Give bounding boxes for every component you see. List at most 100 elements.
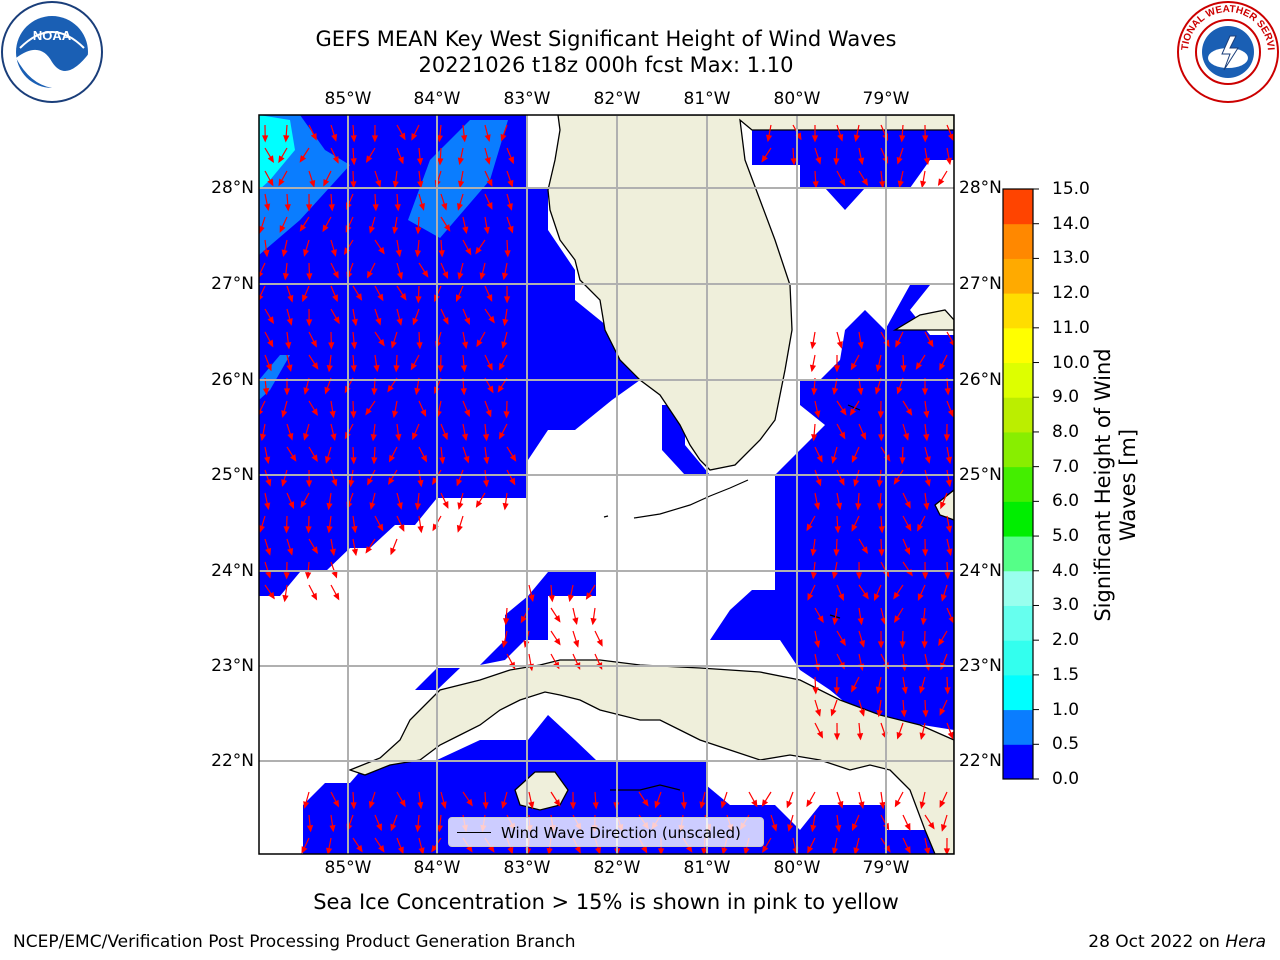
wave-direction-arrowhead [920, 180, 927, 189]
wave-direction-arrowhead [440, 801, 447, 809]
wave-direction-arrowhead [456, 478, 463, 487]
longitude-label-bottom: 84°W [413, 858, 461, 878]
colorbar-frame [1002, 188, 1034, 780]
wave-direction-arrowhead [945, 525, 952, 534]
wave-direction-arrowhead [311, 592, 318, 601]
wave-direction-arrowhead [896, 731, 903, 740]
wave-direction-arrowhead [945, 157, 952, 166]
wave-direction-arrowhead [903, 433, 909, 441]
wave-direction-arrowhead [919, 801, 926, 810]
wave-direction-arrowhead [499, 431, 505, 440]
wave-direction-arrowhead [483, 479, 490, 488]
wave-direction-arrowhead [488, 315, 495, 324]
wave-direction-arrowhead [699, 801, 706, 809]
wave-direction-arrowhead [397, 846, 404, 854]
wave-direction-arrowhead [442, 271, 448, 279]
wave-direction-arrowhead [378, 246, 385, 255]
wave-direction-arrowhead [311, 362, 319, 370]
wave-direction-arrowhead [475, 500, 483, 508]
colorbar-segment [1003, 258, 1033, 294]
colorbar-segment [1003, 293, 1033, 329]
longitude-label-bottom: 85°W [324, 858, 372, 878]
wave-direction-arrowhead [839, 178, 846, 187]
wave-direction-arrowhead [395, 433, 402, 442]
wave-direction-arrowhead [259, 525, 265, 533]
wave-direction-arrowhead [685, 845, 693, 853]
latitude-label-right: 28°N [959, 178, 1002, 198]
wave-direction-arrowhead [814, 410, 821, 419]
wave-direction-arrowhead [486, 294, 493, 302]
wave-direction-arrowhead [812, 687, 819, 695]
colorbar-segment [1003, 501, 1033, 537]
wave-direction-arrowhead [417, 525, 424, 534]
wave-direction-arrowhead [876, 709, 883, 718]
colorbar-tick-label: 11.0 [1052, 317, 1090, 338]
wave-direction-arrowhead [654, 800, 661, 809]
wave-direction-arrowhead [305, 526, 312, 534]
wave-direction-arrowhead [464, 317, 470, 326]
wave-direction-arrowhead [901, 686, 908, 695]
wave-direction-arrowhead [332, 270, 339, 279]
wave-direction-arrowhead [414, 825, 422, 833]
footer-host: Hera [1225, 932, 1266, 952]
wave-direction-arrowhead [412, 317, 419, 326]
wave-direction-arrowhead [876, 479, 883, 488]
wave-direction-arrowhead [878, 526, 885, 534]
wave-direction-arrowhead [442, 501, 449, 509]
wave-direction-arrowhead [502, 502, 509, 511]
wave-direction-arrowhead [554, 614, 561, 623]
wave-direction-arrowhead [328, 204, 335, 212]
wave-direction-arrowhead [261, 135, 269, 143]
wave-direction-arrowhead [305, 204, 313, 212]
wave-direction-arrowhead [465, 247, 472, 256]
wave-direction-arrowhead [812, 181, 819, 189]
wave-direction-arrowhead [310, 132, 317, 141]
cuba-north-wave-region [480, 572, 596, 665]
wave-direction-arrowhead [260, 433, 267, 442]
wave-direction-arrowhead [596, 638, 603, 647]
wave-direction-arrowhead [921, 641, 928, 649]
wave-direction-arrowhead [278, 155, 285, 164]
wave-direction-arrowhead [301, 846, 308, 854]
wave-direction-arrowhead [862, 591, 869, 600]
wave-direction-arrowhead [378, 844, 385, 853]
latitude-label-right: 26°N [959, 370, 1002, 390]
colorbar-tick-label: 0.0 [1052, 769, 1080, 789]
wave-direction-arrowhead [810, 341, 817, 350]
colorbar-segment [1003, 709, 1033, 745]
wave-direction-arrowhead [924, 847, 931, 854]
wave-direction-arrowhead [939, 708, 946, 716]
longitude-label-bottom: 79°W [862, 858, 910, 878]
wave-direction-arrowhead [350, 411, 357, 419]
wave-direction-arrowhead [860, 432, 866, 441]
wave-direction-arrowhead [503, 296, 511, 304]
wave-direction-arrowhead [857, 341, 864, 350]
colorbar-tick-label: 13.0 [1052, 248, 1090, 269]
wave-direction-arrowhead [817, 615, 824, 624]
wave-direction-arrowhead [399, 292, 407, 301]
wave-direction-arrowhead [442, 317, 449, 325]
wave-direction-arrowhead [265, 363, 272, 372]
wave-direction-arrowhead [330, 433, 337, 442]
wave-direction-arrowhead [396, 318, 403, 326]
wave-direction-arrowhead [299, 224, 307, 232]
wave-direction-arrowhead [351, 548, 359, 557]
wave-direction-arrowhead [573, 639, 580, 648]
wave-direction-arrowhead [877, 411, 884, 419]
wave-direction-arrowhead [486, 179, 493, 187]
wave-direction-arrowhead [371, 388, 378, 396]
longitude-label-top: 83°W [503, 89, 551, 109]
colorbar-tick-label: 10.0 [1052, 352, 1090, 373]
colorbar-segment [1003, 605, 1033, 641]
wave-direction-arrowhead [944, 388, 951, 396]
wave-direction-arrowhead [947, 409, 954, 418]
wave-direction-arrowhead [922, 710, 929, 718]
wave-direction-arrowhead [590, 617, 597, 626]
wave-direction-arrowhead [861, 178, 869, 186]
wave-direction-arrowhead [595, 847, 601, 854]
wave-direction-arrowhead [850, 362, 857, 371]
wave-direction-arrowhead [444, 224, 451, 232]
wave-direction-arrowhead [814, 640, 821, 649]
wave-direction-arrowhead [398, 524, 405, 532]
